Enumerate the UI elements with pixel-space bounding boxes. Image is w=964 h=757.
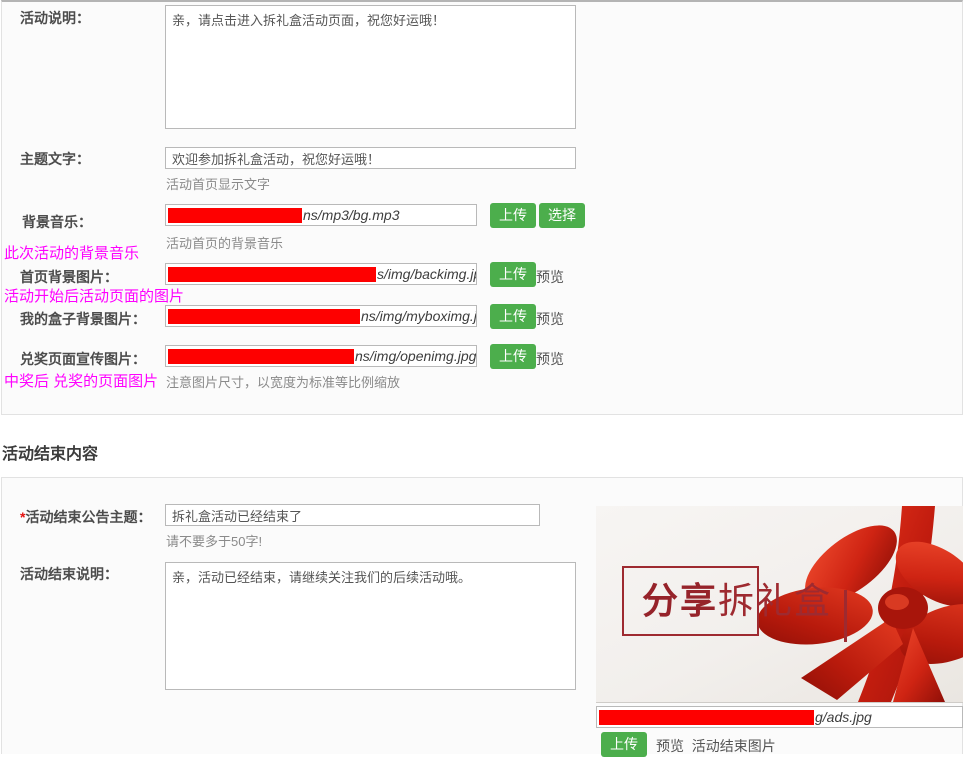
end-image-caption: 活动结束图片 [691,738,776,754]
activity-end-panel: *活动结束公告主题： 请不要多于50字! 活动结束说明： 亲，活动已经结束，请继… [1,477,963,757]
end-image-preview-row: 预览 活动结束图片 [656,736,776,756]
ad-title-rest: 拆礼盒 [718,580,833,621]
home-bg-annotation: 活动开始后活动页面的图片 [4,288,185,305]
theme-text-input[interactable] [165,147,576,169]
home-bg-url-tail: s/img/backimg.jpg [377,266,476,282]
redeem-image-input[interactable]: ns/img/openimg.jpg [165,345,477,367]
ribbon-bow-icon [757,506,963,702]
redeem-image-label: 兑奖页面宣传图片： [20,351,146,367]
activity-settings-panel: 活动说明： 亲，请点击进入拆礼盒活动页面，祝您好运哦！ 主题文字： 活动首页显示… [1,0,963,415]
ad-accent-line [844,590,847,642]
activity-description-label: 活动说明： [20,10,90,26]
section-title-activity-end: 活动结束内容 [2,446,99,463]
mybox-bg-image-label: 我的盒子背景图片： [20,311,146,327]
end-image-upload-button[interactable]: 上传 [601,732,647,757]
redeem-annotation: 中奖后 兑奖的页面图片 [4,373,159,390]
bg-music-select-button[interactable]: 选择 [539,203,585,228]
bg-music-input[interactable]: ns/mp3/bg.mp3 [165,204,477,226]
bg-music-label: 背景音乐： [22,214,92,230]
end-description-label: 活动结束说明： [20,566,118,582]
mybox-bg-image-input[interactable]: ns/img/myboximg.jpg [165,305,477,327]
redaction-overlay [599,709,814,725]
activity-description-textarea[interactable]: 亲，请点击进入拆礼盒活动页面，祝您好运哦！ [165,5,576,129]
bg-music-annotation: 此次活动的背景音乐 [4,245,140,262]
ad-text-frame [622,566,759,636]
redaction-overlay [168,207,302,223]
home-bg-preview-link[interactable]: 预览 [536,269,564,285]
redaction-overlay [168,266,376,282]
mybox-bg-upload-button[interactable]: 上传 [490,304,536,329]
end-description-textarea[interactable]: 亲，活动已经结束，请继续关注我们的后续活动哦。 [165,562,576,690]
redeem-upload-button[interactable]: 上传 [490,344,536,369]
home-bg-upload-button[interactable]: 上传 [490,262,536,287]
redaction-overlay [168,348,354,364]
end-subject-input[interactable] [165,504,540,526]
mybox-bg-preview-link[interactable]: 预览 [536,311,564,327]
end-image-url-tail: g/ads.jpg [815,709,872,725]
end-subject-label: *活动结束公告主题： [20,507,151,527]
mybox-bg-url-tail: ns/img/myboximg.jpg [361,308,477,324]
theme-text-label: 主题文字： [20,151,90,167]
ad-title: 分享拆礼盒 [642,572,832,624]
redaction-overlay [168,308,360,324]
redeem-size-hint: 注意图片尺寸，以宽度为标准等比例缩放 [166,375,401,390]
end-subject-label-text: 活动结束公告主题： [25,509,152,525]
end-image-input[interactable]: g/ads.jpg [596,706,963,728]
bg-music-url-tail: ns/mp3/bg.mp3 [303,207,400,223]
redeem-preview-link[interactable]: 预览 [536,351,564,367]
home-bg-image-label: 首页背景图片： [20,269,118,285]
bg-music-hint: 活动首页的背景音乐 [166,236,284,251]
end-subject-hint: 请不要多于50字! [166,534,263,549]
home-bg-image-input[interactable]: s/img/backimg.jpg [165,263,477,285]
end-image-preview-link[interactable]: 预览 [656,738,684,754]
ad-title-bold: 分享 [642,580,719,621]
end-image-preview: 分享拆礼盒 [596,506,963,703]
redeem-url-tail: ns/img/openimg.jpg [355,348,477,364]
bg-music-upload-button[interactable]: 上传 [490,203,536,228]
required-asterisk: * [20,509,26,525]
theme-text-hint: 活动首页显示文字 [166,177,271,192]
